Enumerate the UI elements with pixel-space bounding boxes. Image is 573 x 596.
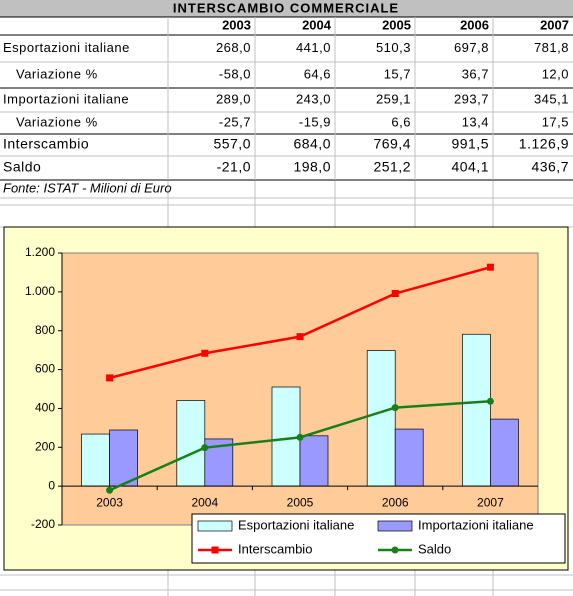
cell-value: 510,3 [376,40,411,55]
cell-value: 64,6 [304,66,331,81]
row-label: Interscambio [3,136,89,152]
x-tick-label: 2006 [382,495,409,509]
cell-value: -15,9 [299,114,331,129]
cell-value: 6,6 [391,114,411,129]
bar [176,400,206,487]
y-tick-label: 1.000 [25,284,55,298]
x-tick-label: 2007 [477,495,504,509]
cell-value: 557,0 [213,136,251,152]
column-header: 2005 [382,17,411,32]
column-header: 2003 [222,17,251,32]
y-tick-label: -200 [31,517,55,531]
cell-value: -21,0 [217,159,251,175]
legend-label: Esportazioni italiane [238,517,354,532]
legend-swatch [377,520,413,532]
column-header: 2006 [460,17,489,32]
x-tick-label: 2005 [287,495,314,509]
cell-value: 259,1 [376,91,411,106]
y-tick-label: 600 [35,362,55,376]
line-marker [296,333,304,341]
table-title: INTERSCAMBIO COMMERCIALE [173,0,399,15]
cell-value: 441,0 [296,40,331,55]
line-marker [391,290,399,298]
bar [490,418,519,487]
line-marker [391,404,399,412]
cell-value: 781,8 [534,40,569,55]
cell-value: 243,0 [296,91,331,106]
bar [299,435,329,487]
title-bg [0,0,573,17]
bar [366,350,396,487]
cell-value: 1.126,9 [519,136,569,152]
legend-marker [391,546,399,554]
cell-value: 436,7 [531,159,569,175]
bar [109,429,138,487]
line-marker [486,397,494,405]
cell-value: 697,8 [454,40,489,55]
cell-value: 268,0 [216,40,251,55]
cell-value: 198,0 [293,159,331,175]
y-tick-label: 1.200 [25,245,55,259]
cell-value: 345,1 [534,91,569,106]
cell-value: 12,0 [542,66,569,81]
row-label: Variazione % [16,114,98,129]
line-marker [201,349,209,357]
y-tick-label: 200 [35,439,55,453]
y-tick-label: 0 [48,478,55,492]
cell-value: 17,5 [542,114,569,129]
cell-value: 13,4 [462,114,489,129]
legend-swatch [197,520,233,532]
x-tick-label: 2003 [96,495,123,509]
line-marker [201,444,209,452]
cell-value: 293,7 [454,91,489,106]
legend-label: Interscambio [238,541,312,556]
row-label: Variazione % [16,66,98,81]
cell-value: 769,4 [373,136,411,152]
cell-value: 991,5 [451,136,489,152]
y-tick-label: 400 [35,401,55,415]
y-tick-label: 800 [35,323,55,337]
legend-label: Saldo [418,541,451,556]
legend-label: Importazioni italiane [418,517,534,532]
line-marker [296,433,304,441]
row-label: Saldo [3,159,41,175]
cell-value: -58,0 [219,66,251,81]
column-header: 2007 [540,17,569,32]
cell-value: 251,2 [373,159,411,175]
line-marker [106,374,114,382]
cell-value: 404,1 [451,159,489,175]
row-label: Importazioni italiane [3,91,129,106]
cell-value: 289,0 [216,91,251,106]
line-marker [486,263,494,271]
cell-value: 684,0 [293,136,331,152]
cell-value: -25,7 [219,114,251,129]
source-note: Fonte: ISTAT - Milioni di Euro [3,180,172,195]
bar [81,433,110,487]
bar [394,428,424,487]
cell-value: 36,7 [462,66,489,81]
column-header: 2004 [302,17,332,32]
x-tick-label: 2004 [191,495,218,509]
cell-value: 15,7 [384,66,411,81]
bar [462,333,491,487]
legend-marker [211,546,219,554]
line-marker [106,486,114,494]
row-label: Esportazioni italiane [3,40,130,55]
